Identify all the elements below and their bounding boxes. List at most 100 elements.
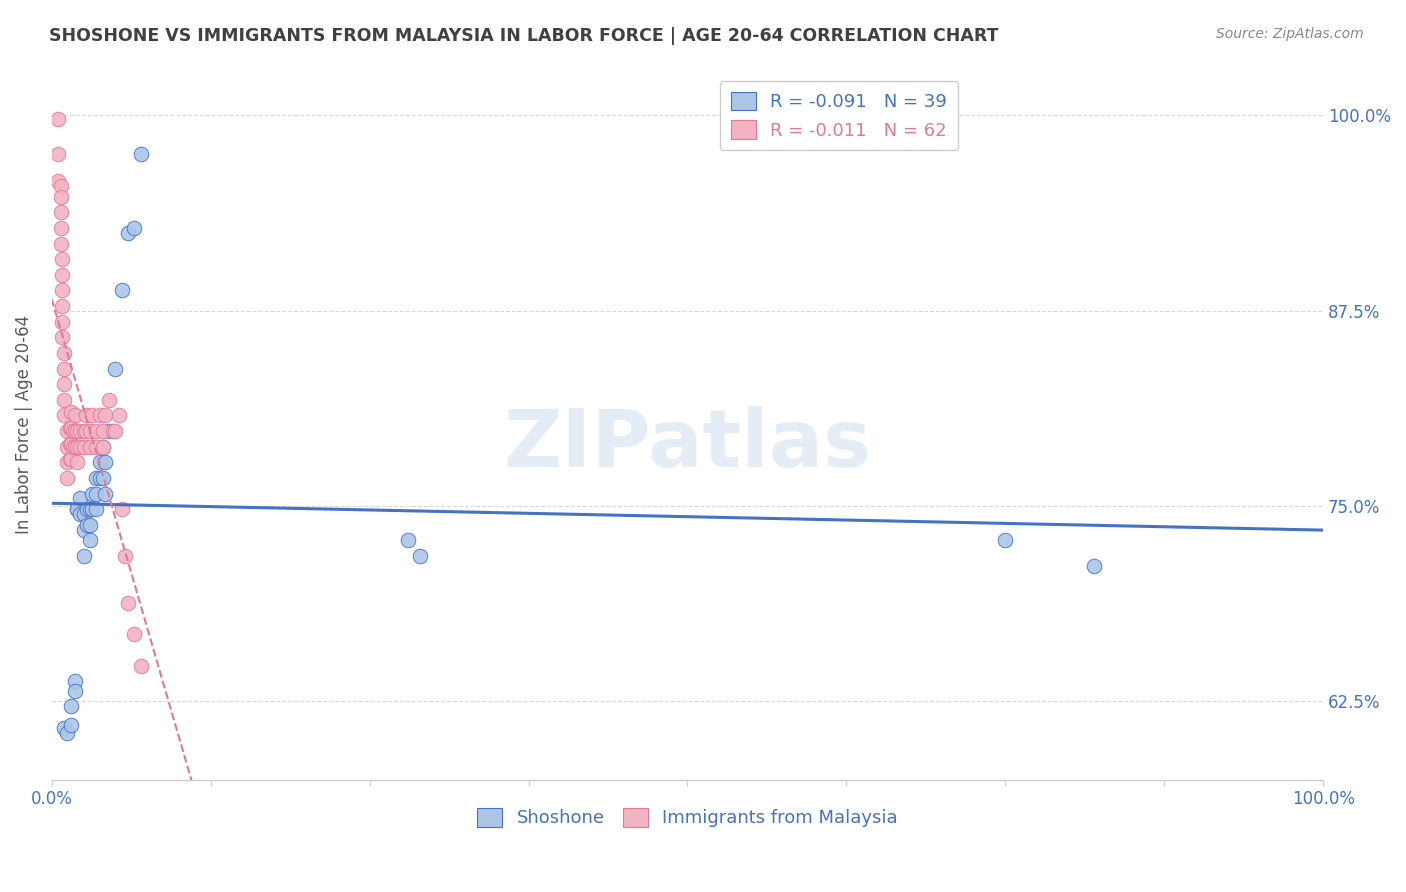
Point xyxy=(59,718,82,732)
Point xyxy=(97,392,120,407)
Text: Source: ZipAtlas.com: Source: ZipAtlas.com xyxy=(1216,27,1364,41)
Point xyxy=(49,221,72,235)
Point xyxy=(79,424,101,438)
Point xyxy=(51,284,73,298)
Point xyxy=(51,330,73,344)
Point xyxy=(59,436,82,450)
Point xyxy=(91,440,114,454)
Point xyxy=(59,452,82,467)
Point xyxy=(56,725,79,739)
Point xyxy=(58,436,80,450)
Point xyxy=(58,452,80,467)
Point xyxy=(72,424,94,438)
Point xyxy=(53,721,76,735)
Point xyxy=(59,405,82,419)
Point xyxy=(69,440,91,454)
Point xyxy=(75,424,97,438)
Point xyxy=(79,533,101,548)
Point xyxy=(79,517,101,532)
Point xyxy=(72,523,94,537)
Point xyxy=(56,471,79,485)
Point xyxy=(58,421,80,435)
Point xyxy=(82,486,104,500)
Point xyxy=(94,455,117,469)
Point xyxy=(56,455,79,469)
Point xyxy=(56,440,79,454)
Point xyxy=(101,424,124,438)
Point xyxy=(69,507,91,521)
Legend: Shoshone, Immigrants from Malaysia: Shoshone, Immigrants from Malaysia xyxy=(470,801,905,835)
Point xyxy=(94,486,117,500)
Point xyxy=(46,147,69,161)
Point xyxy=(91,471,114,485)
Point xyxy=(59,421,82,435)
Point xyxy=(97,424,120,438)
Point xyxy=(129,147,152,161)
Point xyxy=(409,549,432,563)
Point xyxy=(76,502,98,516)
Point xyxy=(63,424,86,438)
Point xyxy=(72,549,94,563)
Point xyxy=(117,596,139,610)
Point xyxy=(59,699,82,714)
Point xyxy=(108,409,131,423)
Point xyxy=(51,315,73,329)
Point xyxy=(69,491,91,506)
Point xyxy=(75,409,97,423)
Point xyxy=(124,627,146,641)
Point xyxy=(129,658,152,673)
Point xyxy=(46,112,69,126)
Point xyxy=(124,221,146,235)
Point xyxy=(49,205,72,219)
Point xyxy=(53,409,76,423)
Point xyxy=(111,502,134,516)
Point xyxy=(49,236,72,251)
Point xyxy=(89,409,111,423)
Point xyxy=(72,440,94,454)
Point xyxy=(396,533,419,548)
Point xyxy=(114,549,136,563)
Point xyxy=(82,502,104,516)
Point xyxy=(56,424,79,438)
Point xyxy=(53,346,76,360)
Point xyxy=(66,424,89,438)
Point xyxy=(49,189,72,203)
Point xyxy=(89,471,111,485)
Point xyxy=(63,674,86,689)
Point xyxy=(62,440,84,454)
Point xyxy=(49,178,72,193)
Point xyxy=(66,502,89,516)
Point xyxy=(46,174,69,188)
Point xyxy=(72,507,94,521)
Point xyxy=(104,361,127,376)
Point xyxy=(53,361,76,376)
Point xyxy=(1083,558,1105,573)
Point xyxy=(63,683,86,698)
Point xyxy=(91,440,114,454)
Point xyxy=(111,284,134,298)
Point xyxy=(117,226,139,240)
Text: ZIPatlas: ZIPatlas xyxy=(503,407,872,484)
Point xyxy=(84,486,107,500)
Point xyxy=(79,502,101,516)
Point xyxy=(63,440,86,454)
Point xyxy=(51,252,73,267)
Point xyxy=(53,392,76,407)
Point xyxy=(53,377,76,392)
Point xyxy=(66,440,89,454)
Point xyxy=(62,424,84,438)
Point xyxy=(82,409,104,423)
Point xyxy=(76,517,98,532)
Text: SHOSHONE VS IMMIGRANTS FROM MALAYSIA IN LABOR FORCE | AGE 20-64 CORRELATION CHAR: SHOSHONE VS IMMIGRANTS FROM MALAYSIA IN … xyxy=(49,27,998,45)
Point xyxy=(89,455,111,469)
Point xyxy=(79,440,101,454)
Point xyxy=(51,268,73,282)
Point xyxy=(84,424,107,438)
Point xyxy=(84,502,107,516)
Point xyxy=(51,299,73,313)
Point xyxy=(69,424,91,438)
Point xyxy=(91,424,114,438)
Point xyxy=(66,455,89,469)
Point xyxy=(84,440,107,454)
Point xyxy=(66,502,89,516)
